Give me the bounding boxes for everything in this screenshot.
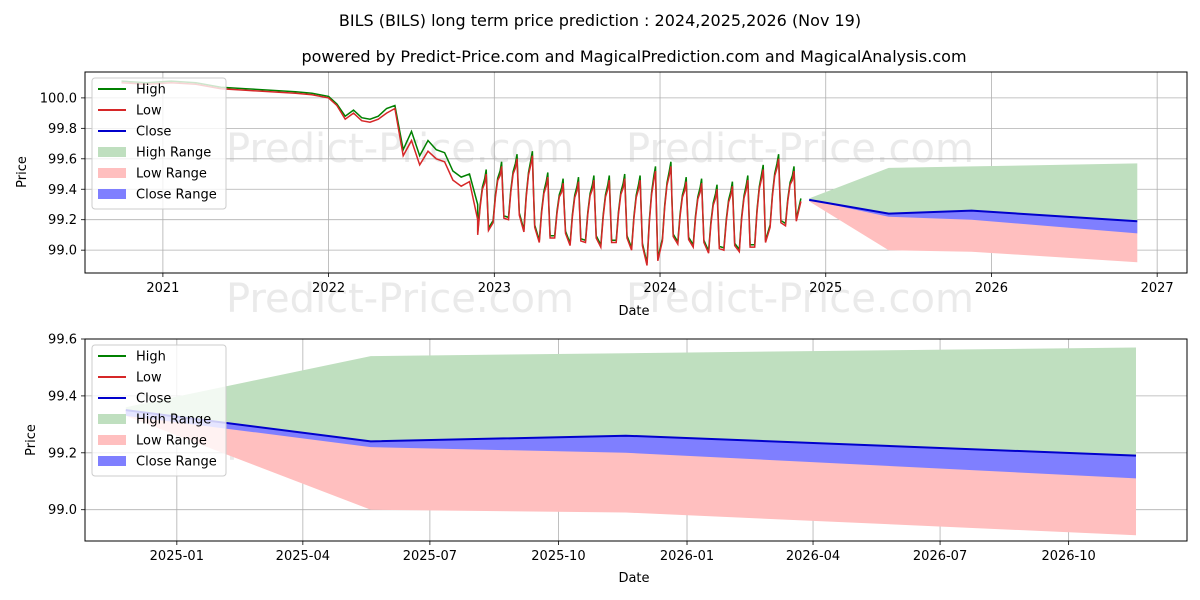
x-tick-label: 2027 xyxy=(1141,281,1174,296)
high-range-band xyxy=(125,347,1137,456)
x-tick-label: 2021 xyxy=(146,281,179,296)
y-tick-label: 99.6 xyxy=(48,152,77,167)
bottom-x-axis-label: Date xyxy=(618,571,649,586)
watermark: Predict-Price.com xyxy=(626,276,974,322)
legend-entry: Close xyxy=(136,392,171,407)
bottom-legend: High Low Close High Range Low Range Close Ran… xyxy=(91,344,227,477)
legend-entry: Low Range xyxy=(136,434,207,449)
legend-entry: Close xyxy=(136,125,171,140)
bottom-panel: Predict-Price.com Predict-Price.com 2025… xyxy=(24,333,1188,586)
legend-entry: Close Range xyxy=(136,455,217,470)
x-tick-label: 2025-07 xyxy=(403,549,457,564)
bottom-price-lines xyxy=(125,409,1137,457)
legend-swatch xyxy=(98,414,126,424)
x-tick-label: 2023 xyxy=(478,281,511,296)
close-forecast-line xyxy=(809,198,1138,223)
x-tick-label: 2026-01 xyxy=(660,549,714,564)
y-tick-label: 99.6 xyxy=(48,333,77,348)
top-x-axis-label: Date xyxy=(618,304,649,319)
x-tick-label: 2026 xyxy=(975,281,1008,296)
legend-swatch xyxy=(98,435,126,445)
x-tick-label: 2026-07 xyxy=(913,549,967,564)
x-tick-label: 2025-04 xyxy=(276,549,330,564)
legend-swatch xyxy=(98,456,126,466)
chart-title: BILS (BILS) long term price prediction :… xyxy=(339,11,861,30)
close-forecast-line xyxy=(125,409,1137,457)
legend-entry: Low xyxy=(136,104,162,119)
top-legend: High Low Close High Range Low Range Close Ran… xyxy=(91,77,227,210)
bottom-y-axis-label: Price xyxy=(24,424,39,456)
x-tick-label: 2024 xyxy=(643,281,676,296)
y-tick-label: 99.0 xyxy=(48,244,77,259)
y-tick-label: 99.4 xyxy=(48,389,77,404)
x-tick-label: 2026-10 xyxy=(1041,549,1095,564)
top-axis-ticks: 2021 2022 2023 2024 2025 2026 2027 99.0 99.2 99.4… xyxy=(40,91,1174,296)
x-tick-label: 2025 xyxy=(809,281,842,296)
bottom-range-fills xyxy=(125,347,1137,536)
close-range-band xyxy=(125,410,1137,479)
y-tick-label: 100.0 xyxy=(40,91,77,106)
legend-entry: Low xyxy=(136,371,162,386)
low-price-line xyxy=(121,81,802,266)
legend-entry: High Range xyxy=(136,146,211,161)
top-price-lines xyxy=(121,80,1138,266)
x-tick-label: 2025-10 xyxy=(531,549,585,564)
x-tick-label: 2022 xyxy=(312,281,345,296)
y-tick-label: 99.4 xyxy=(48,183,77,198)
legend-entry: High xyxy=(136,350,166,365)
chart-subtitle: powered by Predict-Price.com and Magical… xyxy=(301,47,966,66)
top-range-fills xyxy=(809,163,1138,263)
watermark: Predict-Price.com xyxy=(626,126,974,172)
legend-entry: High Range xyxy=(136,413,211,428)
bottom-axis-ticks: 2025-01 2025-04 2025-07 2025-10 2026-01 2026-… xyxy=(48,333,1096,565)
legend-entry: Low Range xyxy=(136,167,207,182)
top-axes-frame xyxy=(84,71,1188,274)
legend-swatch xyxy=(98,189,126,199)
high-range-band xyxy=(809,163,1138,222)
legend-entry: Close Range xyxy=(136,188,217,203)
x-tick-label: 2026-04 xyxy=(786,549,840,564)
top-panel: Predict-Price.com Predict-Price.com Pred… xyxy=(15,71,1188,322)
legend-swatch xyxy=(98,168,126,178)
close-range-band xyxy=(809,199,1138,234)
legend-entry: High xyxy=(136,83,166,98)
top-y-axis-label: Price xyxy=(15,156,30,188)
legend-swatch xyxy=(98,147,126,157)
bottom-axes-frame xyxy=(84,338,1188,542)
x-tick-label: 2025-01 xyxy=(150,549,204,564)
y-tick-label: 99.2 xyxy=(48,446,77,461)
y-tick-label: 99.8 xyxy=(48,122,77,137)
watermark: Predict-Price.com xyxy=(226,276,574,322)
y-tick-label: 99.0 xyxy=(48,503,77,518)
y-tick-label: 99.2 xyxy=(48,213,77,228)
